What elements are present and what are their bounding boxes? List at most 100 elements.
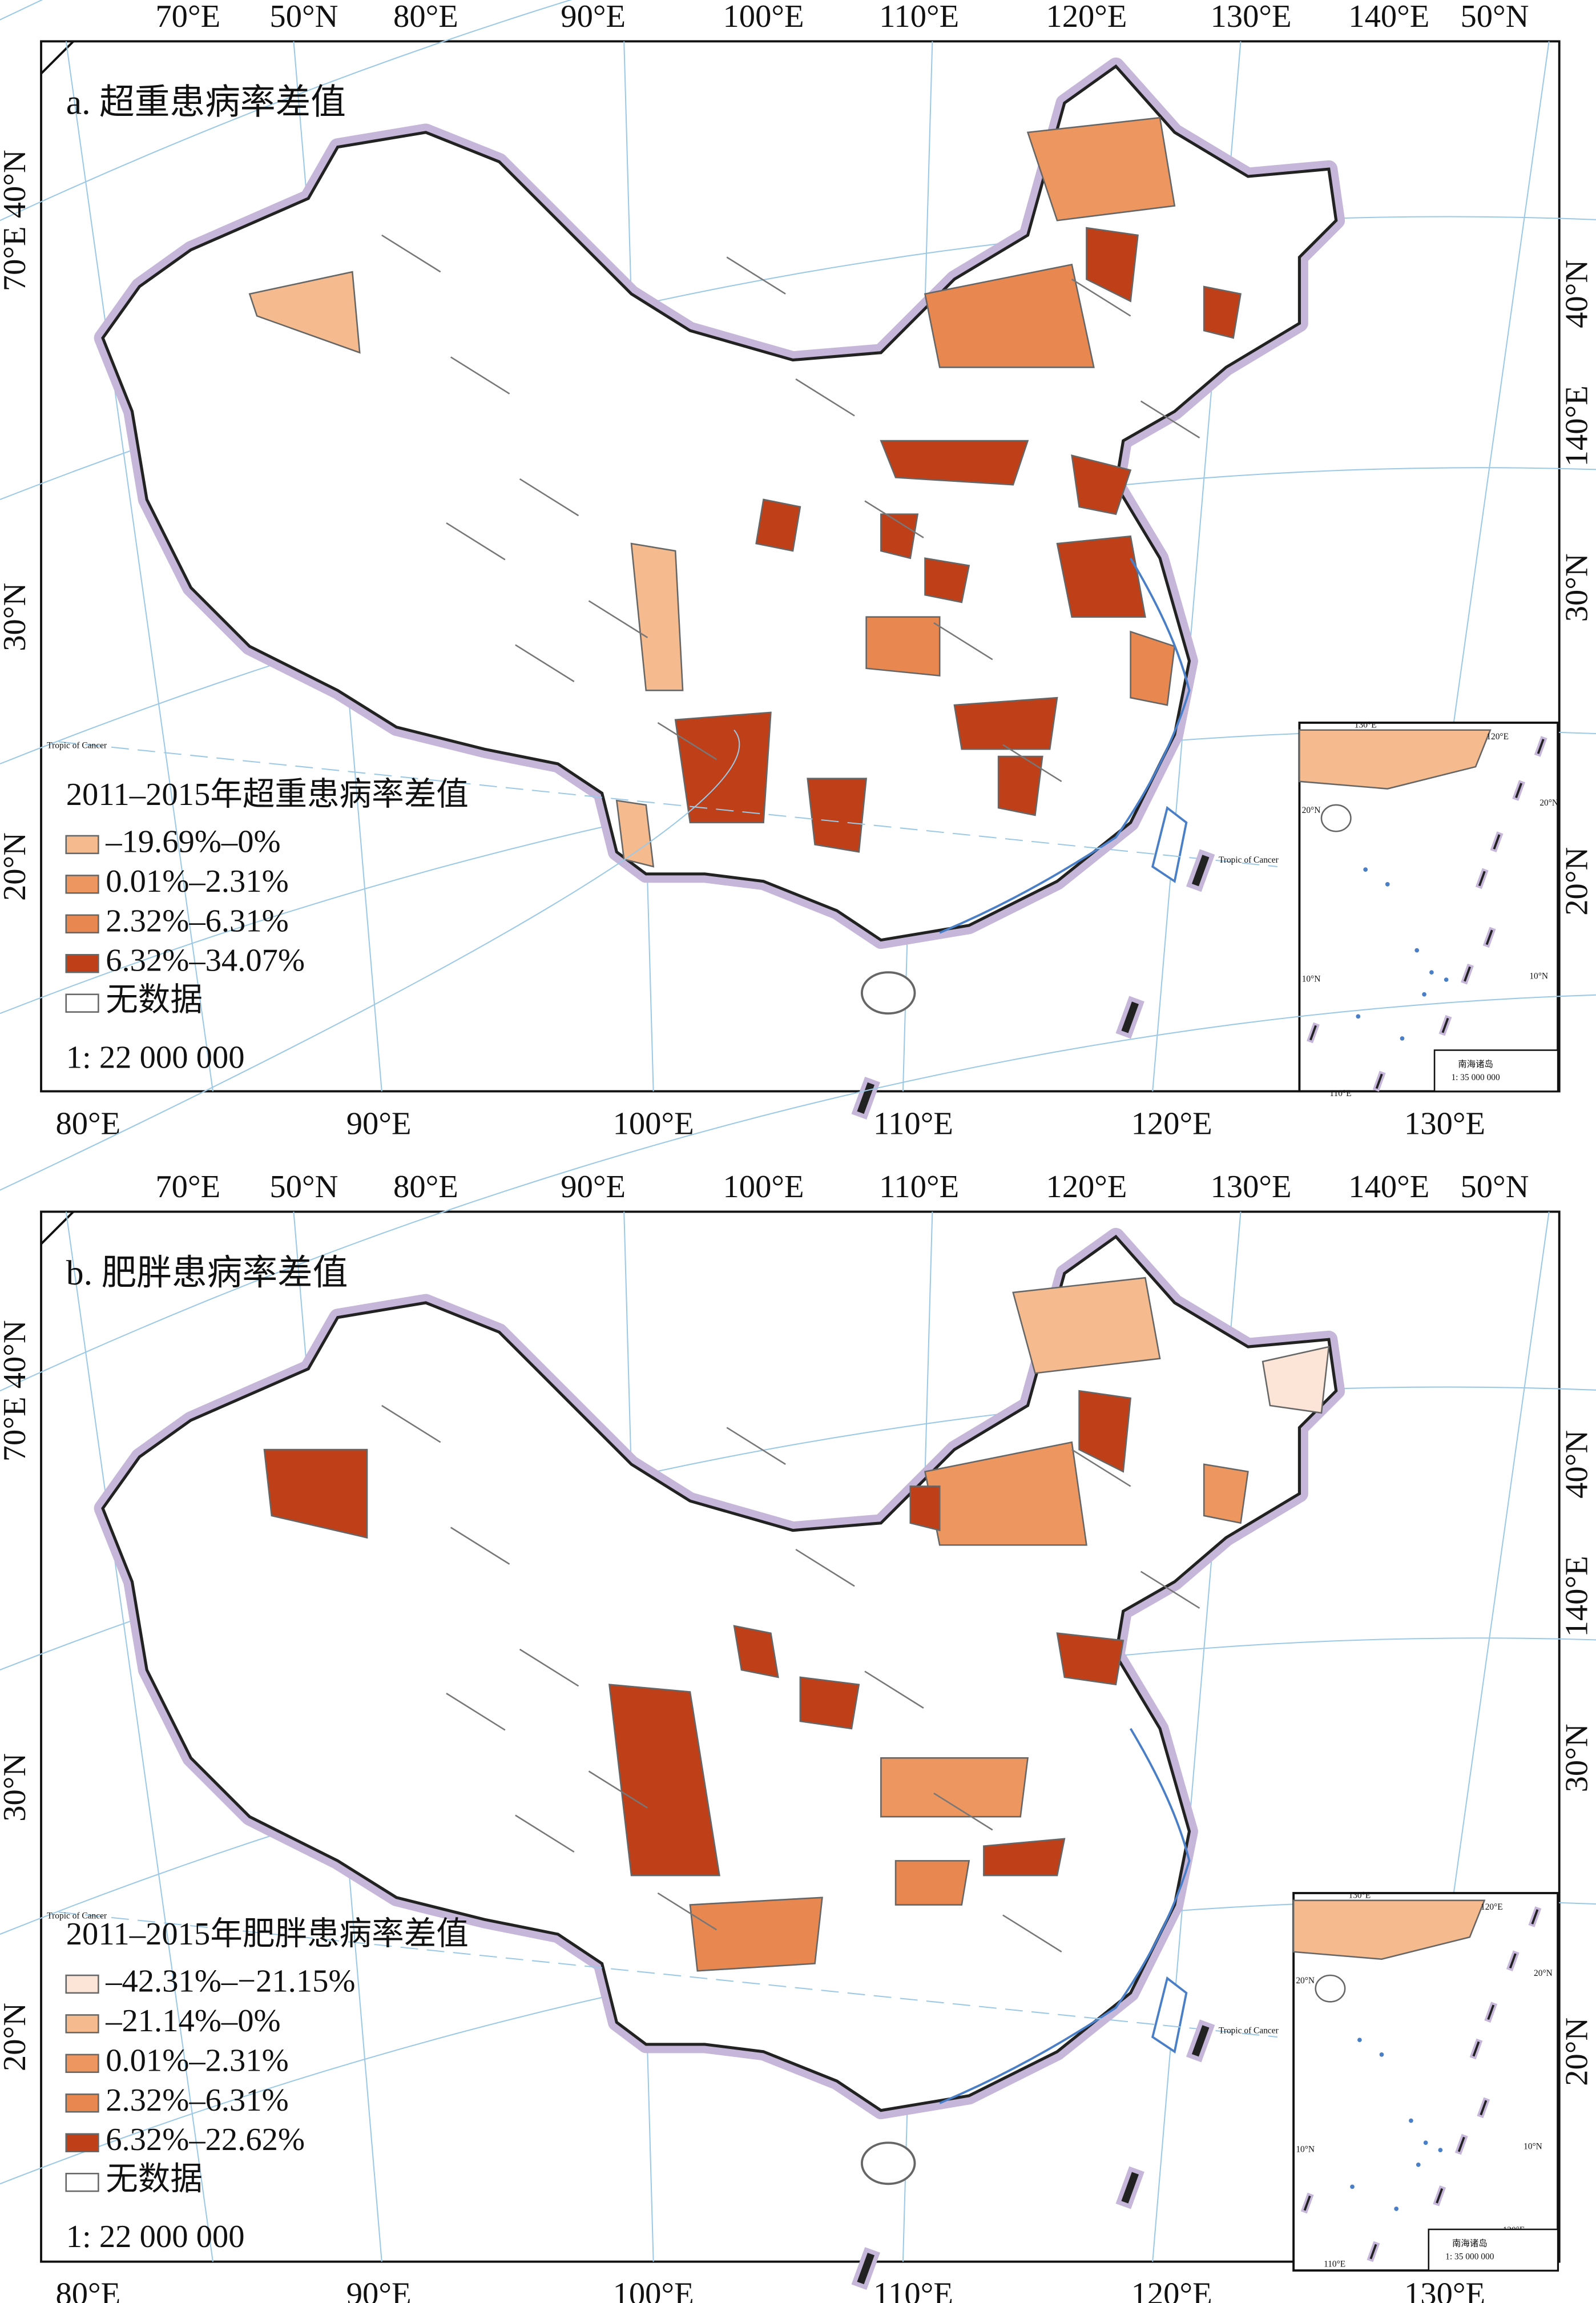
top-axis-label: 90°E [561,1169,626,1205]
dash-border [1115,996,1144,1039]
scale-label: 1: 22 000 000 [66,2219,245,2254]
admin-boundary [933,622,993,661]
inset-land [1292,1899,1486,1960]
admin-boundary [446,1693,506,1731]
inset-axis-label: 110°E [1329,1089,1351,1098]
region [1012,1277,1161,1374]
legend-swatch [65,2093,99,2113]
inset-dash [1461,963,1474,985]
frame-corner [40,41,74,75]
inset-island [1400,1036,1405,1041]
scale-label: 1: 22 000 000 [66,1040,245,1076]
admin-boundary [381,1404,441,1443]
inset-dash [1475,868,1489,889]
region [248,271,361,354]
legend-swatch [65,875,99,894]
region [615,799,655,868]
inset-scale: 1: 35 000 000 [1445,2252,1494,2261]
inset-dash [1528,1906,1542,1927]
region [807,778,868,853]
legend-swatch [65,954,99,973]
meridian [65,1211,213,2262]
top-axis-label: 140°E [1348,0,1429,34]
top-axis-label: 110°E [879,0,959,34]
admin-boundary [519,478,579,517]
top-axis-label: 50°N [269,1169,338,1205]
legend-swatch [65,1974,99,1994]
legend-label: –42.31%–−21.15% [105,1963,355,1999]
left-axis-label: 20°N [0,832,33,901]
inset-island [1444,977,1449,982]
graticule-line [0,730,740,1191]
legend-label: 6.32%–22.62% [106,2122,305,2157]
top-axis-label: 90°E [561,0,626,34]
legend-label: 6.32%–34.07% [106,943,305,979]
dash-border [1186,849,1215,892]
region [674,711,772,824]
region [983,1838,1066,1877]
region [880,1757,1029,1818]
admin-boundary [1140,1571,1200,1609]
inset-dash [1438,1014,1452,1036]
panel-title: b. 肥胖患病率差值 [66,1254,348,1293]
inset-dash [1506,1950,1520,1971]
top-axis-label: 130°E [1210,0,1291,34]
region [1026,116,1176,222]
region [1262,1346,1330,1414]
legend-swatch [65,835,99,855]
region [608,1684,720,1877]
top-axis-label: 70°E [155,1169,220,1205]
region [924,263,1095,368]
map-panel: Tropic of Cancer Tropic of Cancer b. 肥胖患病率… [0,730,1596,2303]
top-axis-label: 130°E [1210,1169,1291,1205]
map-panel: Tropic of Cancer Tropic of Cancer a. 超重患病率… [0,0,1596,1141]
bottom-axis-label: 90°E [346,2276,412,2303]
bottom-axis-label: 120°E [1131,1106,1212,1141]
coastline [939,557,1191,934]
inset-axis-label: 10°N [1302,975,1321,984]
region [880,440,1029,486]
inset-scale-box [1433,1049,1559,1092]
legend-label: 0.01%–2.31% [106,864,289,899]
inset-island [1357,2038,1362,2043]
admin-boundary [795,378,855,417]
hainan [860,2141,916,2185]
inset-dash [1482,927,1496,948]
inset-dash [1372,1070,1386,1092]
inset-island [1350,2184,1355,2189]
inset-name: 南海诸岛 [1458,1059,1493,1069]
inset-scale-box [1428,2228,1559,2272]
inset-axis-label: 20°N [1302,806,1321,815]
top-axis-label: 50°N [269,0,338,34]
inset-island [1429,970,1434,975]
inset-land [1299,729,1492,790]
right-axis-label: 20°N [1559,2018,1595,2086]
inset-island [1385,881,1390,887]
legend-label: –19.69%–0% [105,824,280,859]
coastline [939,1728,1191,2104]
legend-label: 无数据 [106,2162,203,2197]
inset-dash [1469,2038,1483,2060]
bottom-axis-label: 80°E [55,1106,120,1141]
panel-title: a. 超重患病率差值 [66,83,346,122]
inset-hainan [1315,1974,1346,2003]
legend-swatch [65,2172,99,2192]
bottom-axis-label: 130°E [1404,1106,1485,1141]
admin-boundary [1140,400,1200,438]
inset-axis-label: 20°N [1296,1976,1315,1986]
admin-boundary [588,1770,648,1809]
frame-corner [40,1211,74,1245]
top-axis-label: 80°E [393,0,458,34]
legend-title: 2011–2015年超重患病率差值 [66,777,469,812]
inset-dash [1512,780,1525,801]
inset-axis-label: 10°N [1529,971,1548,981]
inset-scale: 1: 35 000 000 [1451,1073,1500,1082]
inset-island [1422,992,1426,997]
bottom-axis-label: 100°E [613,1106,694,1141]
left-axis-label: 20°N [0,2003,33,2071]
region [909,1485,941,1532]
top-axis-label: 110°E [879,1169,959,1205]
inset-island [1409,2118,1413,2123]
inset-axis-label: 120°E [1481,1902,1503,1912]
